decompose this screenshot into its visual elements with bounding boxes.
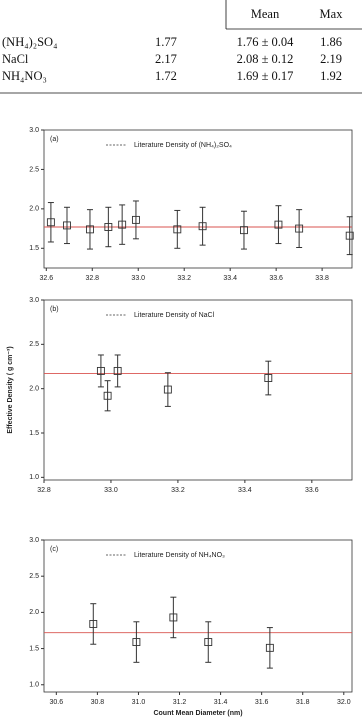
panel-label: (c) — [50, 546, 58, 553]
data-point — [345, 231, 354, 240]
y-tick-label: 2.0 — [29, 609, 39, 616]
data-point — [63, 221, 71, 230]
y-tick-label: 1.5 — [29, 645, 39, 652]
x-tick-label: 31.2 — [173, 699, 187, 706]
x-tick-label: 33.8 — [315, 275, 329, 282]
data-point — [240, 226, 248, 235]
data-point — [86, 225, 94, 234]
x-tick-label: 33.6 — [269, 275, 283, 282]
y-tick-label: 2.5 — [29, 166, 39, 173]
x-tick-label: 30.6 — [50, 699, 64, 706]
panel-label: (b) — [50, 306, 59, 313]
y-tick-label: 2.0 — [29, 206, 39, 213]
table-cell: 2.19 — [320, 52, 342, 66]
y-tick-label: 2.0 — [29, 386, 39, 393]
table-cell: 1.77 — [155, 35, 177, 49]
data-point — [96, 366, 105, 375]
y-tick-label: 3.0 — [29, 127, 39, 134]
data-point — [163, 385, 172, 394]
data-point — [274, 220, 283, 229]
x-tick-label: 32.6 — [39, 275, 53, 282]
data-point — [46, 218, 55, 227]
table-cell: 2.08 ± 0.12 — [237, 52, 294, 66]
x-tick-label: 32.8 — [37, 487, 51, 494]
x-tick-label: 32.0 — [337, 699, 351, 706]
legend-label: Literature Density of NH₄NO₃ — [134, 552, 225, 559]
y-axis-label: Effective Density ( g cm⁻³) — [7, 346, 14, 433]
table-cell: NaCl — [2, 52, 29, 66]
data-point — [198, 222, 207, 231]
table-cell: (NH₄)₂SO₄ — [2, 35, 57, 49]
y-tick-label: 2.5 — [29, 341, 39, 348]
table-cell: 1.86 — [320, 35, 342, 49]
table-cell: 1.69 ± 0.17 — [237, 69, 294, 83]
plot-frame — [43, 539, 353, 693]
data-point — [89, 620, 98, 628]
plot-frame — [43, 299, 353, 481]
y-tick-label: 1.5 — [29, 245, 39, 252]
data-point — [131, 215, 140, 224]
data-point — [103, 391, 112, 400]
y-tick-label: 1.0 — [29, 682, 39, 689]
table-header: Mean — [251, 7, 280, 21]
table-cell: NH₄NO₃ — [2, 69, 47, 83]
x-tick-label: 32.8 — [85, 275, 99, 282]
x-tick-label: 33.4 — [238, 487, 252, 494]
data-point — [173, 225, 182, 234]
table-header: Max — [320, 7, 344, 21]
data-point — [118, 220, 127, 229]
data-point — [264, 374, 273, 382]
data-point — [169, 613, 178, 622]
x-tick-label: 33.4 — [223, 275, 237, 282]
x-tick-label: 33.2 — [177, 275, 191, 282]
x-tick-label: 31.4 — [214, 699, 228, 706]
data-point — [104, 223, 113, 231]
y-tick-label: 3.0 — [29, 537, 39, 544]
table-cell: 1.92 — [320, 69, 342, 83]
legend-label: Literature Density of NaCl — [134, 312, 215, 319]
x-tick-label: 33.6 — [305, 487, 319, 494]
y-tick-label: 1.0 — [29, 474, 39, 481]
x-tick-label: 33.2 — [171, 487, 185, 494]
x-tick-label: 33.0 — [104, 487, 118, 494]
data-point — [132, 638, 141, 647]
x-tick-label: 30.8 — [91, 699, 105, 706]
y-tick-label: 3.0 — [29, 297, 39, 304]
data-point — [265, 643, 274, 652]
x-tick-label: 31.0 — [132, 699, 146, 706]
y-tick-label: 2.5 — [29, 573, 39, 580]
x-axis-label: Count Mean Diameter (nm) — [153, 710, 242, 717]
data-point — [204, 638, 213, 647]
panel-label: (a) — [50, 136, 59, 143]
table-cell: 2.17 — [155, 52, 177, 66]
x-tick-label: 33.0 — [131, 275, 145, 282]
x-tick-label: 31.8 — [296, 699, 310, 706]
table-cell: 1.76 ± 0.04 — [237, 35, 295, 49]
table-cell: 1.72 — [155, 69, 177, 83]
data-point — [295, 224, 304, 233]
y-tick-label: 1.5 — [29, 430, 39, 437]
x-tick-label: 31.6 — [255, 699, 269, 706]
plot-frame — [43, 129, 353, 269]
data-point — [113, 366, 122, 375]
legend-label: Literature Density of (NH₄)₂SO₄ — [134, 142, 232, 149]
